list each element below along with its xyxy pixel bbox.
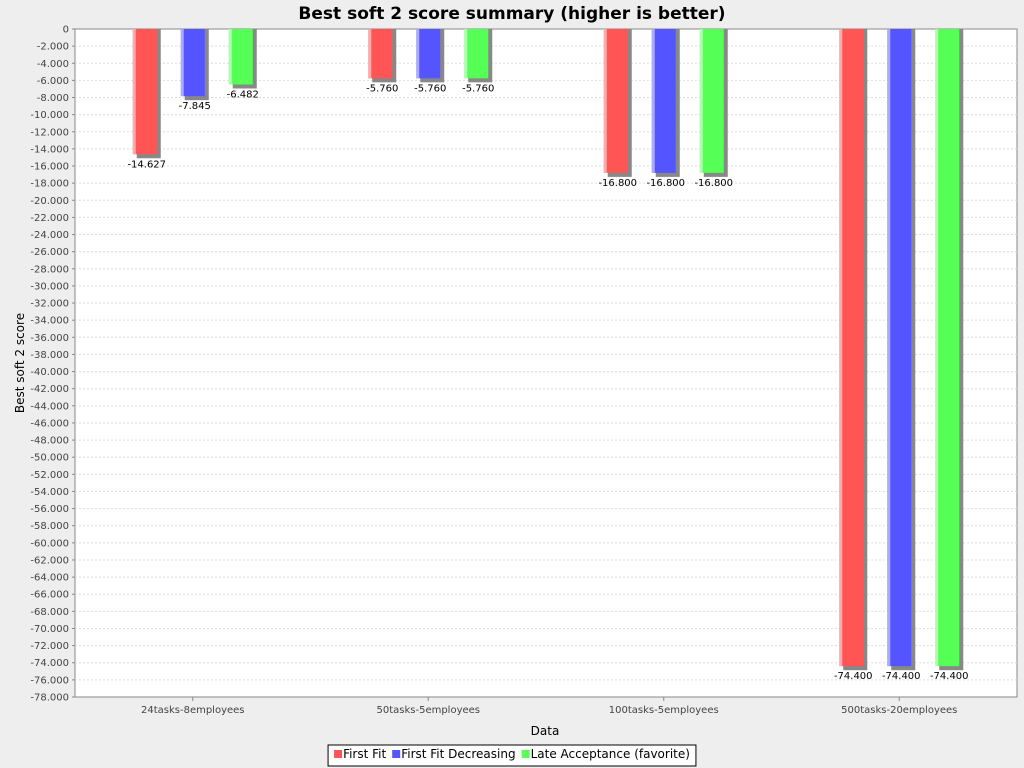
y-tick-label: -66.000: [30, 590, 69, 601]
data-labels: -14.627 -7.845 -6.482 -5.760 -5.760 -5.760 -16…: [127, 83, 968, 682]
y-tick-label: -6.000: [37, 76, 69, 87]
bar: [651, 29, 676, 173]
bar: [368, 29, 393, 79]
bar: [935, 29, 960, 667]
y-tick-label: -44.000: [30, 401, 69, 412]
bar: [132, 29, 157, 155]
y-tick-label: -50.000: [30, 453, 69, 464]
y-tick-label: -74.000: [30, 658, 69, 669]
y-axis-ticks: 0 -2.000 -4.000 -6.000 -8.000 -10.000 -12.000 -…: [30, 25, 75, 704]
data-label: -5.760: [366, 83, 398, 94]
y-tick-label: -10.000: [30, 110, 69, 121]
legend-label: First Fit: [343, 747, 386, 761]
data-label: -74.400: [882, 671, 921, 682]
category-label: 50tasks-5employees: [376, 705, 480, 716]
y-tick-label: -18.000: [30, 179, 69, 190]
y-tick-label: -22.000: [30, 213, 69, 224]
y-tick-label: -58.000: [30, 521, 69, 532]
y-tick-label: -68.000: [30, 607, 69, 618]
y-tick-label: -72.000: [30, 641, 69, 652]
bar: [416, 29, 441, 79]
bars: [132, 29, 964, 671]
bar-highlight: [368, 29, 372, 79]
x-axis-title: Data: [531, 724, 560, 738]
legend-box: [327, 744, 697, 767]
data-label: -5.760: [462, 83, 494, 94]
data-label: -74.400: [930, 671, 969, 682]
y-tick-label: -34.000: [30, 316, 69, 327]
bar-highlight: [603, 29, 607, 173]
y-tick-label: -42.000: [30, 384, 69, 395]
y-tick-label: -12.000: [30, 127, 69, 138]
bar-highlight: [180, 29, 184, 97]
bar-highlight: [699, 29, 703, 173]
bar-highlight: [464, 29, 468, 79]
y-tick-label: -64.000: [30, 573, 69, 584]
y-axis-title: Best soft 2 score: [13, 313, 27, 413]
bar-highlight: [132, 29, 136, 155]
bar: [464, 29, 489, 79]
y-tick-label: -8.000: [37, 93, 69, 104]
y-tick-label: -46.000: [30, 418, 69, 429]
y-tick-label: -54.000: [30, 487, 69, 498]
y-tick-label: -32.000: [30, 299, 69, 310]
y-tick-label: -52.000: [30, 470, 69, 481]
y-tick-label: -26.000: [30, 247, 69, 258]
y-tick-label: -24.000: [30, 230, 69, 241]
bar-highlight: [228, 29, 232, 85]
y-tick-label: 0: [63, 25, 69, 36]
y-tick-label: -2.000: [37, 42, 69, 53]
legend-swatch: [334, 750, 343, 758]
bar-highlight: [887, 29, 891, 667]
legend: First Fit First Fit Decreasing Late Accept…: [327, 744, 697, 767]
y-tick-label: -70.000: [30, 624, 69, 635]
legend-swatch: [392, 750, 401, 758]
y-tick-label: -78.000: [30, 693, 69, 704]
bar: [603, 29, 628, 173]
y-tick-label: -38.000: [30, 350, 69, 361]
y-tick-label: -16.000: [30, 162, 69, 173]
data-label: -5.760: [414, 83, 446, 94]
legend-label: First Fit Decreasing: [401, 747, 515, 761]
bar: [839, 29, 864, 667]
y-tick-label: -30.000: [30, 281, 69, 292]
y-tick-label: -40.000: [30, 367, 69, 378]
bar: [228, 29, 253, 85]
y-tick-label: -28.000: [30, 264, 69, 275]
chart-title: Best soft 2 score summary (higher is bet…: [298, 4, 725, 24]
data-label: -14.627: [127, 159, 166, 170]
bar: [699, 29, 724, 173]
data-label: -16.800: [598, 178, 637, 189]
x-axis-categories: 24tasks-8employees 50tasks-5employees 100t…: [141, 697, 957, 716]
category-label: 500tasks-20employees: [841, 705, 957, 716]
legend-label: Late Acceptance (favorite): [531, 747, 690, 761]
y-tick-label: -4.000: [37, 59, 69, 70]
bar-highlight: [651, 29, 655, 173]
data-label: -74.400: [834, 671, 873, 682]
y-tick-label: -14.000: [30, 144, 69, 155]
y-tick-label: -36.000: [30, 333, 69, 344]
plot-area: [74, 28, 1018, 698]
y-tick-label: -48.000: [30, 436, 69, 447]
data-label: -16.800: [646, 178, 685, 189]
data-label: -6.482: [227, 90, 259, 101]
bar: [887, 29, 912, 667]
y-tick-label: -20.000: [30, 196, 69, 207]
bar-highlight: [416, 29, 420, 79]
y-tick-label: -76.000: [30, 675, 69, 686]
category-label: 100tasks-5employees: [609, 705, 719, 716]
y-tick-label: -56.000: [30, 504, 69, 515]
data-label: -16.800: [694, 178, 733, 189]
bar: [180, 29, 205, 97]
category-label: 24tasks-8employees: [141, 705, 245, 716]
bar-highlight: [839, 29, 843, 667]
legend-swatch: [521, 750, 530, 758]
bar-highlight: [935, 29, 939, 667]
y-tick-label: -60.000: [30, 538, 69, 549]
y-tick-label: -62.000: [30, 555, 69, 566]
data-label: -7.845: [179, 101, 211, 112]
